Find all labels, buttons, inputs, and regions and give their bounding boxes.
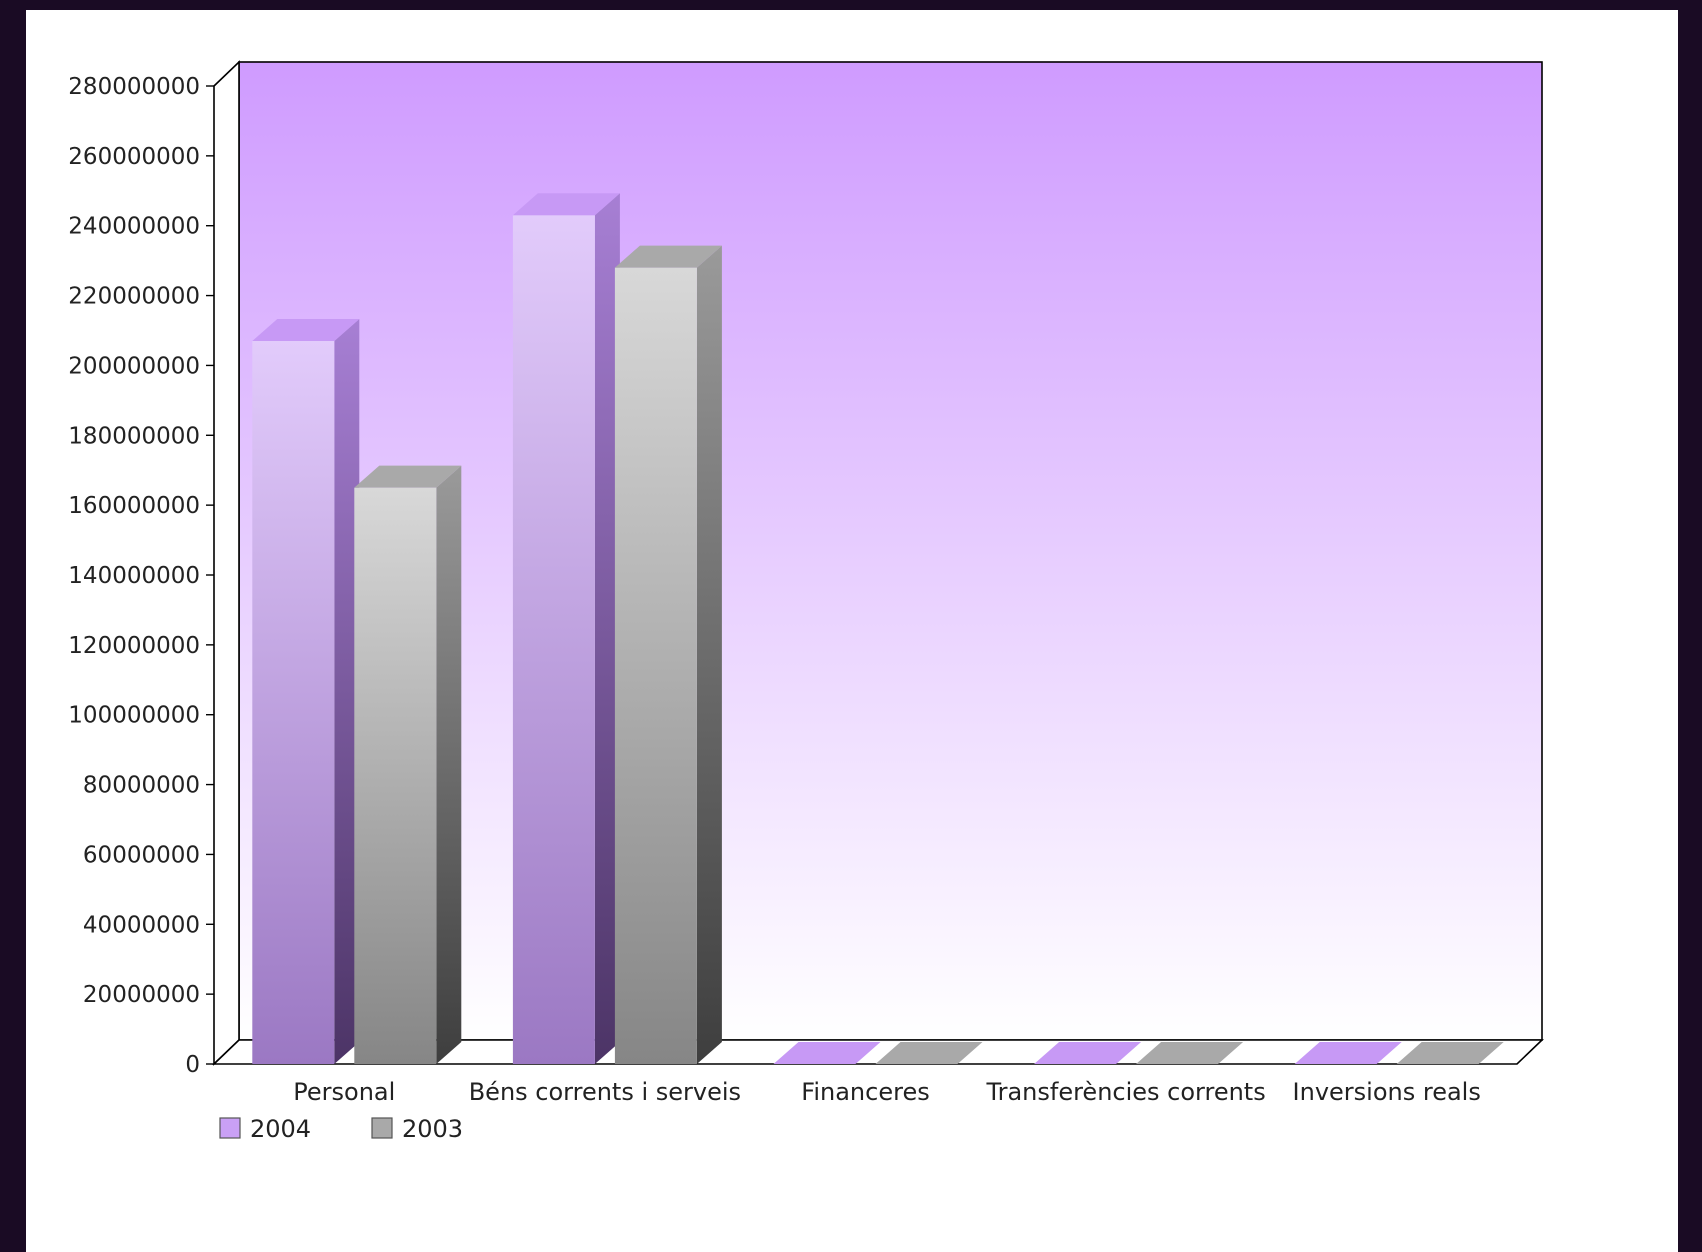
bar-top <box>512 193 620 216</box>
bar-2004-1 <box>512 193 620 1064</box>
bar-2003-3 <box>1136 1042 1244 1064</box>
bars <box>252 193 1504 1065</box>
bar-chart: 0 20000000 40000000 60000000 80000000 1000000… <box>68 60 1544 1143</box>
y-tick-label: 60000000 <box>83 842 200 868</box>
plot-side-wall <box>213 60 240 1066</box>
y-tick-label: 180000000 <box>68 423 200 449</box>
legend: 2004 2003 <box>219 1115 463 1143</box>
bar-top <box>875 1042 983 1064</box>
bar-front <box>512 215 595 1064</box>
y-tick-label: 260000000 <box>68 144 200 170</box>
x-category-label: Personal <box>293 1078 395 1106</box>
bar-side <box>696 245 722 1065</box>
y-tick-label: 100000000 <box>68 703 200 729</box>
bar-top <box>1034 1042 1142 1064</box>
bar-2004-4 <box>1294 1042 1402 1064</box>
y-tick-label: 0 <box>185 1052 200 1078</box>
bar-2004-3 <box>1034 1042 1142 1064</box>
y-tick-label: 140000000 <box>68 563 200 589</box>
bar-2003-2 <box>875 1042 983 1064</box>
y-tick-label: 160000000 <box>68 493 200 519</box>
y-tick-label: 120000000 <box>68 633 200 659</box>
y-tick-label: 280000000 <box>68 74 200 100</box>
bar-front <box>614 267 697 1065</box>
bar-top <box>614 245 722 268</box>
x-category-label: Inversions reals <box>1293 1078 1481 1106</box>
bar-top <box>1136 1042 1244 1064</box>
bar-2004-2 <box>773 1042 881 1064</box>
legend-label: 2003 <box>402 1115 463 1143</box>
y-tick-label: 20000000 <box>83 982 200 1008</box>
bar-side <box>334 318 360 1064</box>
bar-side <box>594 193 620 1064</box>
x-category-label: Transferències corrents <box>985 1078 1265 1106</box>
x-category-label: Financeres <box>801 1078 929 1106</box>
bar-top <box>1294 1042 1402 1064</box>
y-tick-label: 220000000 <box>68 284 200 310</box>
chart-panel: 0 20000000 40000000 60000000 80000000 1000000… <box>26 10 1678 1252</box>
y-tick-label: 40000000 <box>83 912 200 938</box>
bar-front <box>354 487 437 1064</box>
bar-2003-0 <box>354 465 462 1064</box>
legend-item: 2004 <box>219 1115 311 1143</box>
bar-top <box>1396 1042 1504 1064</box>
y-tick-label: 200000000 <box>68 353 200 379</box>
legend-swatch <box>371 1117 393 1139</box>
legend-swatch <box>219 1117 241 1139</box>
y-tick-label: 240000000 <box>68 214 200 240</box>
bar-top <box>252 318 360 341</box>
bar-top <box>354 465 462 488</box>
bar-2003-1 <box>614 245 722 1065</box>
y-tick-label: 80000000 <box>83 773 200 799</box>
bar-front <box>252 340 335 1064</box>
bar-top <box>773 1042 881 1064</box>
x-axis: Personal Béns corrents i serveis Financere… <box>293 1078 1481 1106</box>
legend-item: 2003 <box>371 1115 463 1143</box>
bar-2003-4 <box>1396 1042 1504 1064</box>
y-axis: 0 20000000 40000000 60000000 80000000 1000000… <box>68 74 214 1078</box>
bar-2004-0 <box>252 318 360 1064</box>
x-category-label: Béns corrents i serveis <box>469 1078 741 1106</box>
legend-label: 2004 <box>250 1115 311 1143</box>
bar-side <box>436 465 462 1064</box>
